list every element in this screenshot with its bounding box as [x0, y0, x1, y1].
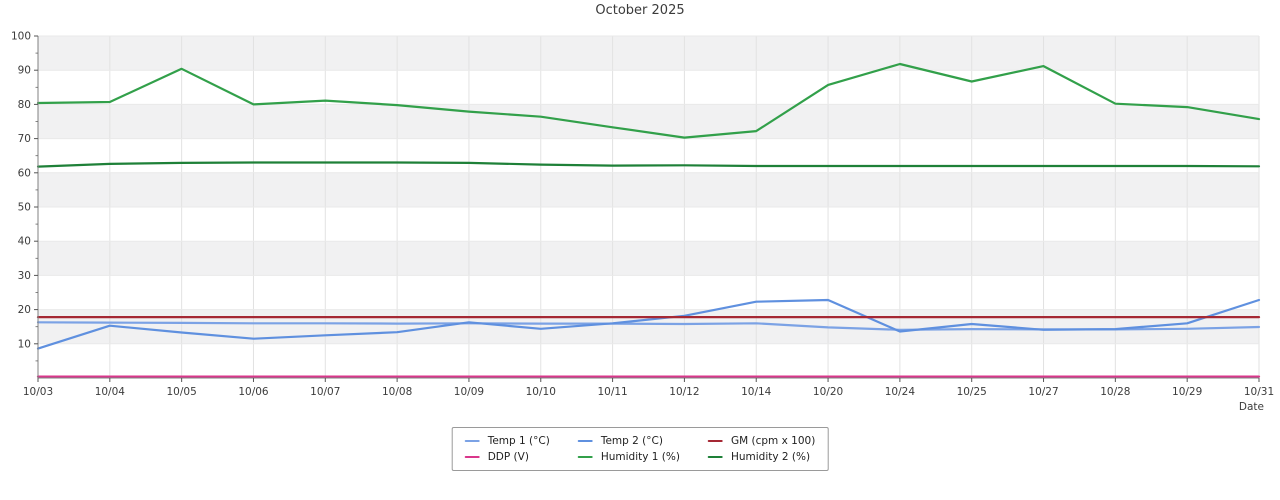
- legend-label: Humidity 1 (%): [600, 451, 680, 463]
- legend-swatch: [464, 455, 480, 459]
- y-tick-label: 30: [18, 270, 31, 282]
- legend-item: Humidity 1 (%): [577, 451, 680, 463]
- plot-band: [38, 309, 1259, 344]
- x-tick-label: 10/05: [167, 386, 197, 398]
- plot-band: [38, 343, 1259, 378]
- x-tick-label: 10/27: [1028, 386, 1058, 398]
- x-tick-label: 10/14: [741, 386, 772, 398]
- y-tick-label: 90: [18, 65, 31, 77]
- y-tick-label: 10: [18, 338, 31, 350]
- y-tick-label: 20: [18, 304, 31, 316]
- x-tick-label: 10/24: [885, 386, 916, 398]
- y-tick-label: 60: [18, 167, 31, 179]
- x-tick-label: 10/11: [597, 386, 627, 398]
- y-tick-label: 100: [11, 31, 31, 43]
- y-tick-label: 50: [18, 202, 31, 214]
- x-tick-label: 10/20: [813, 386, 843, 398]
- legend-swatch: [577, 439, 593, 443]
- x-tick-label: 10/03: [23, 386, 53, 398]
- y-tick-label: 70: [18, 133, 31, 145]
- x-tick-label: 10/06: [238, 386, 269, 398]
- legend-item: DDP (V): [464, 451, 550, 463]
- legend-label: Temp 2 (°C): [600, 435, 663, 447]
- legend-item: Humidity 2 (%): [707, 451, 815, 463]
- x-tick-label: 10/10: [526, 386, 556, 398]
- x-tick-label: 10/29: [1172, 386, 1202, 398]
- y-tick-label: 40: [18, 236, 31, 248]
- x-tick-label: 10/12: [669, 386, 699, 398]
- x-tick-label: 10/04: [95, 386, 126, 398]
- x-axis-label: Date: [1238, 401, 1264, 413]
- x-tick-label: 10/25: [957, 386, 987, 398]
- legend: Temp 1 (°C) Temp 2 (°C) GM (cpm x 100) DDP …: [451, 427, 829, 471]
- legend-item: GM (cpm x 100): [707, 435, 816, 447]
- series-line-temp-2-c: [36, 298, 1261, 350]
- legend-label: Humidity 2 (%): [730, 451, 811, 463]
- series-line-humidity-1: [36, 62, 1261, 139]
- legend-item: Temp 1 (°C): [464, 435, 550, 447]
- legend-label: GM (cpm x 100): [730, 435, 816, 447]
- y-tick-label: 80: [18, 99, 31, 111]
- x-tick-label: 10/08: [382, 386, 412, 398]
- plot-band: [38, 138, 1259, 173]
- x-tick-label: 10/09: [454, 386, 484, 398]
- plot-band: [38, 172, 1259, 207]
- x-tick-label: 10/07: [310, 386, 340, 398]
- legend-swatch: [577, 455, 593, 459]
- series-line-humidity-2: [36, 161, 1261, 168]
- plot-band: [38, 207, 1259, 242]
- plot-band: [38, 241, 1259, 276]
- plot-band: [38, 36, 1259, 71]
- legend-label: DDP (V): [487, 451, 529, 463]
- chart-title: October 2025: [595, 3, 685, 18]
- legend-label: Temp 1 (°C): [487, 435, 550, 447]
- plot-band: [38, 275, 1259, 310]
- legend-item: Temp 2 (°C): [577, 435, 680, 447]
- legend-swatch: [707, 455, 723, 459]
- x-tick-label: 10/28: [1100, 386, 1130, 398]
- line-chart-plot-area: 10 20 30 40 50 60 70 80 90 100 10/03 10/04 10/05 10/0…: [11, 31, 1274, 399]
- legend-swatch: [707, 439, 723, 443]
- legend-swatch: [464, 439, 480, 443]
- x-tick-label: 10/31: [1244, 386, 1274, 398]
